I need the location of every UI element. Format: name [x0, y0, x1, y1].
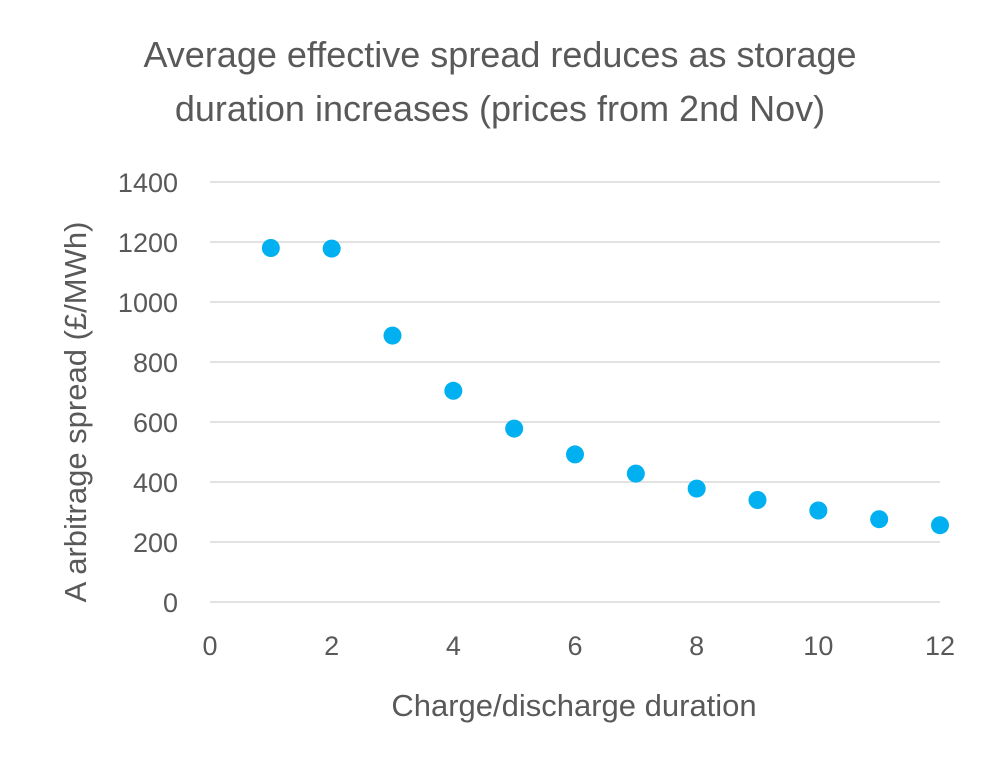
data-point-0-9 — [809, 501, 828, 520]
x-tick-label: 4 — [446, 631, 461, 661]
data-point-0-0 — [261, 239, 280, 257]
x-tick-label: 10 — [803, 631, 833, 661]
data-point-0-7 — [687, 479, 706, 498]
y-tick-label: 1000 — [118, 288, 178, 318]
y-axis-ticks: 0 200 400 600 800 1000 1200 1400 — [118, 168, 178, 618]
x-tick-label: 2 — [324, 631, 339, 661]
chart-title-line-1: Average effective spread reduces as stor… — [143, 34, 857, 75]
data-point-0-1 — [322, 239, 341, 258]
data-point-0-10 — [870, 510, 889, 529]
y-axis-title: A arbitrage spread (£/MWh) — [58, 222, 93, 603]
gridlines — [210, 181, 940, 603]
data-points — [261, 239, 949, 535]
data-point-0-8 — [748, 491, 767, 509]
data-point-0-5 — [566, 445, 584, 464]
data-point-0-2 — [383, 326, 402, 345]
y-tick-label: 800 — [133, 348, 178, 378]
x-tick-label: 8 — [689, 631, 704, 661]
x-axis-ticks: 0 2 4 6 8 10 12 — [202, 631, 955, 661]
x-tick-label: 12 — [925, 631, 955, 661]
x-tick-label: 6 — [567, 631, 582, 661]
data-point-0-4 — [505, 419, 524, 438]
y-tick-label: 600 — [133, 408, 178, 438]
x-axis-title: Charge/discharge duration — [391, 688, 756, 723]
y-tick-label: 0 — [163, 588, 178, 618]
y-tick-label: 1400 — [118, 168, 178, 198]
data-point-0-6 — [626, 464, 645, 483]
chart-title-line-2: duration increases (prices from 2nd Nov) — [174, 88, 826, 129]
y-tick-label: 200 — [133, 528, 178, 558]
data-point-0-3 — [444, 381, 463, 400]
y-tick-label: 400 — [133, 468, 178, 498]
y-tick-label: 1200 — [118, 228, 178, 258]
data-point-0-11 — [931, 516, 949, 535]
x-tick-label: 0 — [202, 631, 217, 661]
